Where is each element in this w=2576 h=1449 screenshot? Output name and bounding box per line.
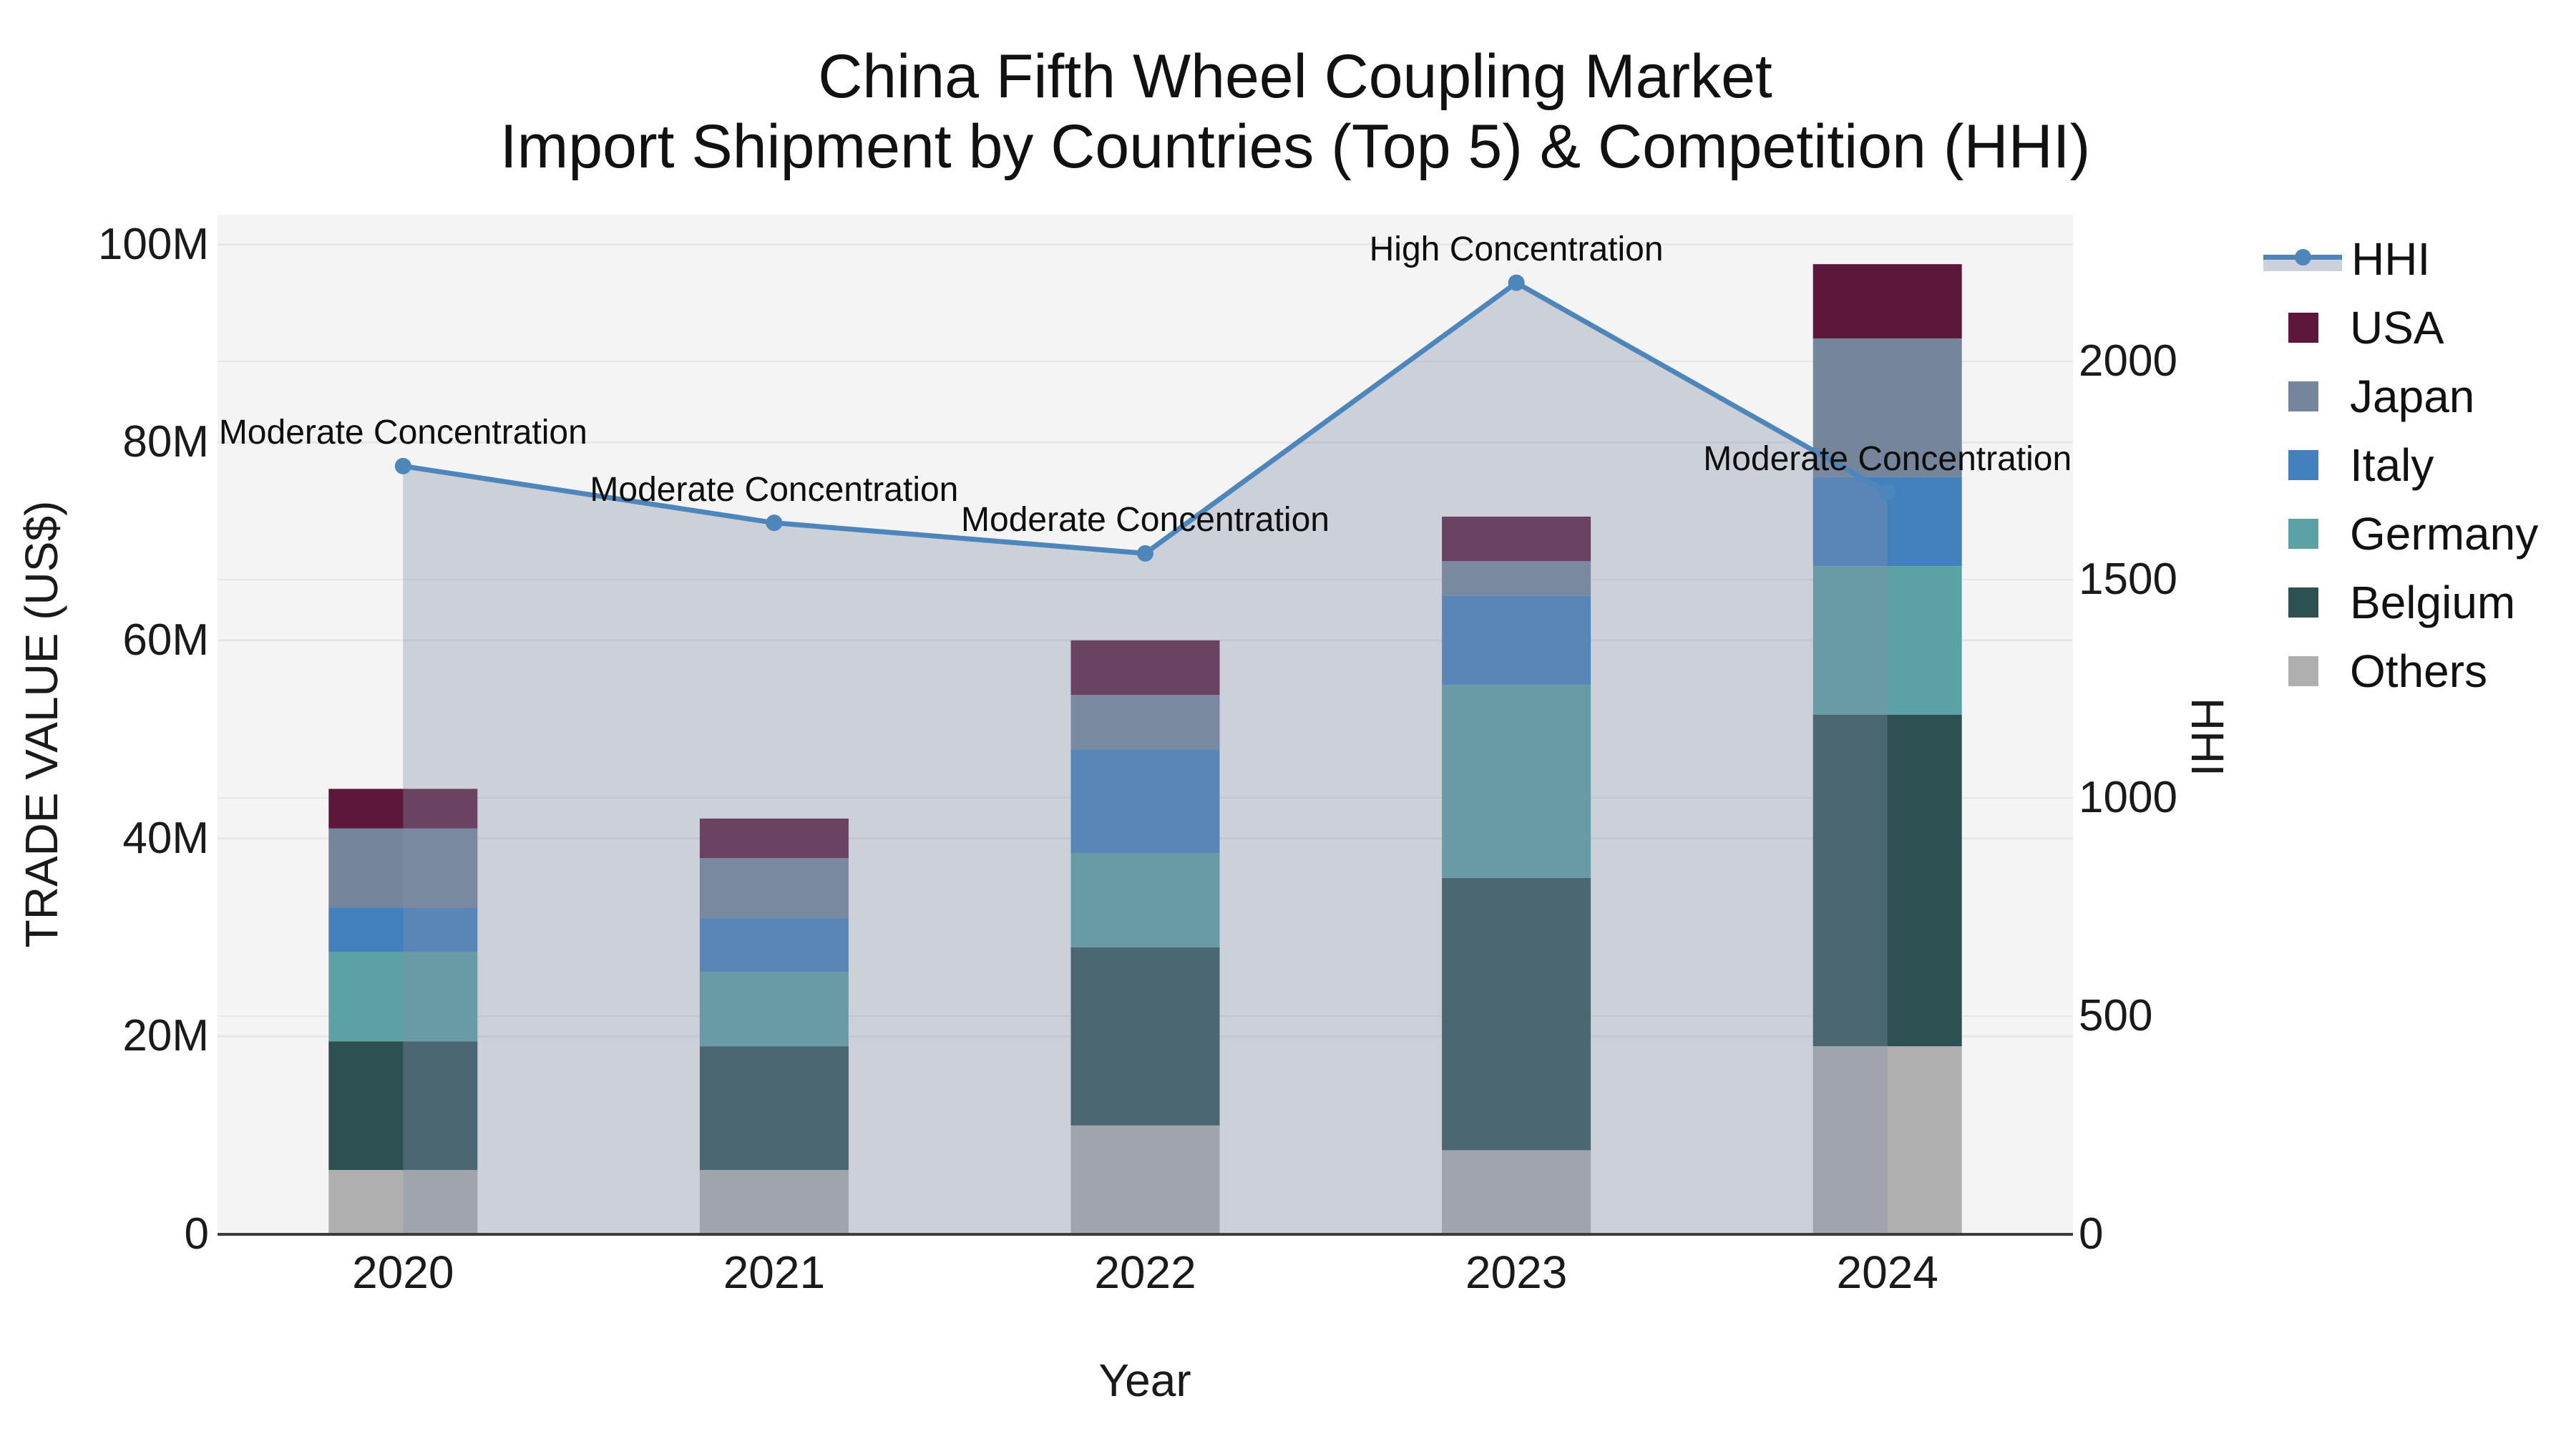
y-left-tick-80m: 80M [122, 417, 209, 467]
bar-germany-2022[interactable] [1070, 853, 1220, 947]
hhi-marker-2021[interactable] [766, 514, 783, 532]
bar-italy-2022[interactable] [1070, 749, 1220, 854]
hhi-line-sample-icon [2263, 247, 2342, 271]
bar-belgium-2022[interactable] [1070, 947, 1220, 1126]
legend-label: Others [2350, 645, 2488, 697]
chart-subtitle: Import Shipment by Countries (Top 5) & C… [499, 112, 2091, 181]
y-left-tick-100m: 100M [97, 219, 209, 269]
y-axis-title-left: TRADE VALUE (US$) [16, 500, 67, 948]
y-axis-title-right: HHI [2182, 697, 2233, 777]
annotation-2024: Moderate Concentration [1703, 439, 2072, 478]
y-left-tick-60m: 60M [122, 615, 209, 665]
bar-others-2021[interactable] [699, 1170, 849, 1234]
bar-germany-2024[interactable] [1813, 566, 1962, 715]
bar-italy-2023[interactable] [1442, 595, 1591, 686]
x-tick-2020: 2020 [352, 1246, 454, 1298]
bar-others-2023[interactable] [1442, 1150, 1591, 1234]
hhi-area[interactable] [403, 283, 1888, 1235]
bar-italy-2020[interactable] [328, 907, 478, 952]
bar-japan-2023[interactable] [1442, 561, 1591, 596]
y-left-tick-40m: 40M [122, 813, 209, 863]
bar-belgium-2020[interactable] [328, 1041, 478, 1171]
bar-belgium-2021[interactable] [699, 1046, 849, 1171]
x-tick-2021: 2021 [723, 1246, 826, 1298]
belgium-swatch-icon [2288, 587, 2318, 618]
usa-swatch-icon [2288, 313, 2318, 343]
x-tick-2024: 2024 [1836, 1246, 1938, 1298]
x-tick-2023: 2023 [1465, 1246, 1568, 1298]
annotation-2021: Moderate Concentration [590, 470, 959, 509]
bar-others-2020[interactable] [328, 1170, 478, 1234]
y-right-tick-1500: 1500 [2079, 554, 2177, 604]
legend-label: HHI [2351, 233, 2431, 285]
germany-swatch-icon [2288, 519, 2318, 549]
y-left-tick-0: 0 [184, 1209, 209, 1259]
y-left-tick-20m: 20M [122, 1011, 209, 1061]
hhi-marker-2020[interactable] [394, 457, 411, 474]
legend-label: Japan [2350, 371, 2475, 422]
legend-label: Germany [2350, 508, 2539, 560]
bar-usa-2021[interactable] [699, 818, 849, 859]
legend-label: USA [2350, 302, 2444, 353]
legend-item-germany[interactable]: Germany [2261, 499, 2538, 568]
bar-japan-2024[interactable] [1813, 338, 1962, 477]
legend: HHI USA Japan Italy Germany Belgium Othe… [2261, 225, 2538, 706]
hhi-marker-2024[interactable] [1879, 484, 1896, 501]
legend-item-japan[interactable]: Japan [2261, 362, 2538, 431]
y-right-tick-500: 500 [2079, 990, 2153, 1040]
bar-others-2022[interactable] [1070, 1125, 1220, 1234]
bar-japan-2021[interactable] [699, 858, 849, 918]
bar-germany-2023[interactable] [1442, 685, 1591, 878]
x-axis-title: Year [1098, 1355, 1191, 1406]
legend-item-hhi[interactable]: HHI [2261, 225, 2538, 293]
annotation-2020: Moderate Concentration [218, 414, 587, 452]
italy-swatch-icon [2288, 450, 2318, 480]
bar-germany-2020[interactable] [328, 952, 478, 1042]
legend-label: Italy [2350, 439, 2434, 491]
bar-germany-2021[interactable] [699, 972, 849, 1047]
bar-japan-2020[interactable] [328, 828, 478, 908]
hhi-marker-2023[interactable] [1508, 274, 1525, 291]
bar-others-2024[interactable] [1813, 1046, 1962, 1234]
bar-usa-2023[interactable] [1442, 516, 1591, 562]
annotation-2022: Moderate Concentration [961, 501, 1330, 540]
bar-usa-2022[interactable] [1070, 640, 1220, 695]
y-right-tick-2000: 2000 [2079, 336, 2177, 386]
legend-item-belgium[interactable]: Belgium [2261, 568, 2538, 637]
hhi-marker-2022[interactable] [1137, 545, 1153, 562]
chart-title-block: China Fifth Wheel Coupling Market Import… [0, 42, 2576, 182]
legend-label: Belgium [2350, 577, 2516, 628]
bar-usa-2020[interactable] [328, 789, 478, 829]
chart-title: China Fifth Wheel Coupling Market [818, 42, 1772, 111]
annotation-2023: High Concentration [1369, 230, 1664, 269]
bar-belgium-2023[interactable] [1442, 877, 1591, 1151]
legend-item-italy[interactable]: Italy [2261, 431, 2538, 499]
y-right-tick-0: 0 [2079, 1209, 2104, 1259]
x-tick-2022: 2022 [1094, 1246, 1196, 1298]
japan-swatch-icon [2288, 381, 2318, 411]
legend-item-others[interactable]: Others [2261, 637, 2538, 706]
bar-belgium-2024[interactable] [1813, 714, 1962, 1047]
others-swatch-icon [2288, 656, 2318, 686]
bar-japan-2022[interactable] [1070, 694, 1220, 750]
y-right-tick-1000: 1000 [2079, 772, 2177, 822]
bar-usa-2024[interactable] [1813, 264, 1962, 338]
legend-item-usa[interactable]: USA [2261, 293, 2538, 362]
bar-italy-2021[interactable] [699, 917, 849, 972]
